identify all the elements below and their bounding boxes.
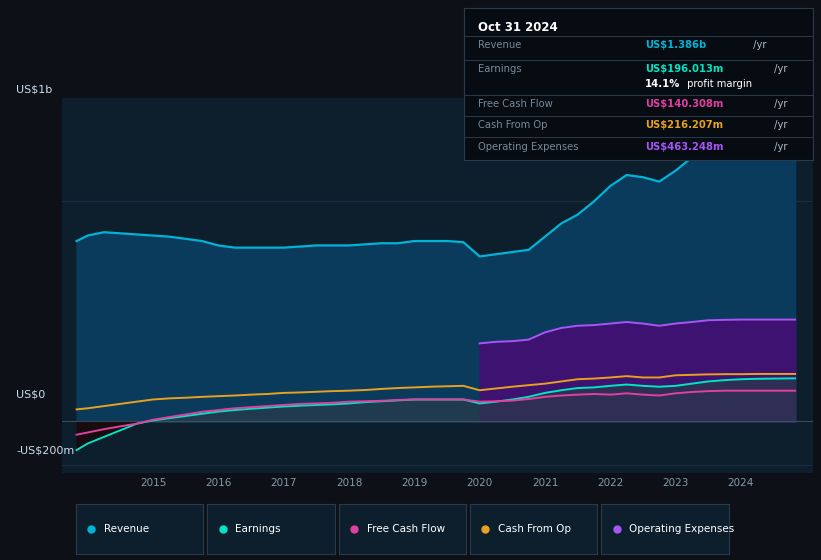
Text: US$196.013m: US$196.013m xyxy=(645,64,723,74)
Text: -US$200m: -US$200m xyxy=(16,446,75,456)
Text: Operating Expenses: Operating Expenses xyxy=(478,142,578,152)
Text: US$1b: US$1b xyxy=(16,85,53,95)
Text: Earnings: Earnings xyxy=(236,524,281,534)
Text: /yr: /yr xyxy=(750,40,767,50)
Text: 14.1%: 14.1% xyxy=(645,79,681,89)
Text: /yr: /yr xyxy=(771,120,787,130)
Text: Earnings: Earnings xyxy=(478,64,521,74)
Text: US$0: US$0 xyxy=(16,390,46,400)
Text: Revenue: Revenue xyxy=(478,40,521,50)
Text: /yr: /yr xyxy=(771,99,787,109)
Text: Cash From Op: Cash From Op xyxy=(478,120,548,130)
Text: /yr: /yr xyxy=(771,142,787,152)
Text: Free Cash Flow: Free Cash Flow xyxy=(367,524,445,534)
Text: US$140.308m: US$140.308m xyxy=(645,99,723,109)
Text: US$216.207m: US$216.207m xyxy=(645,120,723,130)
Text: US$463.248m: US$463.248m xyxy=(645,142,724,152)
Text: profit margin: profit margin xyxy=(684,79,752,89)
Text: Revenue: Revenue xyxy=(104,524,149,534)
Text: US$1.386b: US$1.386b xyxy=(645,40,707,50)
Text: Cash From Op: Cash From Op xyxy=(498,524,571,534)
Text: Oct 31 2024: Oct 31 2024 xyxy=(478,21,557,34)
Text: Free Cash Flow: Free Cash Flow xyxy=(478,99,553,109)
Text: /yr: /yr xyxy=(771,64,787,74)
Text: Operating Expenses: Operating Expenses xyxy=(630,524,735,534)
